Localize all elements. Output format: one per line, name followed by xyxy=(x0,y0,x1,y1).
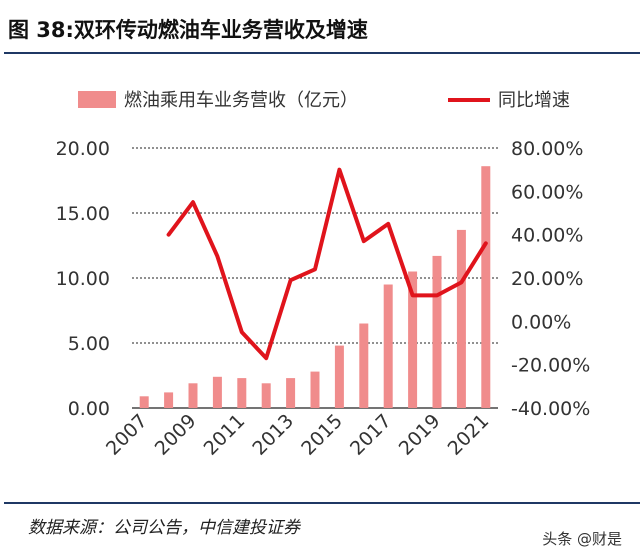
left-tick-label: 15.00 xyxy=(56,203,110,225)
bar-series xyxy=(139,166,491,408)
right-tick-label: 80.00% xyxy=(511,138,583,160)
footer-rule xyxy=(4,502,640,504)
bar-2009 xyxy=(188,383,198,408)
figure-title: 图 38:双环传动燃油车业务营收及增速 xyxy=(8,18,368,42)
bar-2020 xyxy=(456,229,466,408)
right-tick-label: 40.00% xyxy=(511,225,583,247)
right-axis-labels: -40.00% -20.00% 0.00% 20.00% 40.00% 60.00% 80.… xyxy=(511,138,590,420)
watermark: 头条 @财是 xyxy=(536,526,628,551)
x-tick-label: 2017 xyxy=(346,410,396,460)
right-tick-label: 60.00% xyxy=(511,181,583,203)
bar-2013 xyxy=(286,378,296,408)
left-tick-label: 20.00 xyxy=(56,138,110,160)
title-rule xyxy=(4,52,640,54)
left-axis-labels: 0.00 5.00 10.00 15.00 20.00 xyxy=(56,138,110,420)
x-tick-label: 2019 xyxy=(395,410,445,460)
bar-2014 xyxy=(310,371,320,408)
source-note: 数据来源：公司公告，中信建投证券 xyxy=(28,518,300,538)
legend: 燃油乘用车业务营收（亿元） 同比增速 xyxy=(78,90,570,111)
growth-line xyxy=(166,167,488,361)
bar-2008 xyxy=(164,392,174,408)
line-series xyxy=(166,167,488,361)
right-tick-label: 0.00% xyxy=(511,311,571,333)
bar-2016 xyxy=(359,323,369,408)
bar-2007 xyxy=(139,396,149,408)
x-tick-label: 2021 xyxy=(444,410,494,460)
bar-2021 xyxy=(481,166,491,408)
bar-2017 xyxy=(383,284,393,408)
bar-2015 xyxy=(334,345,344,408)
bar-2019 xyxy=(432,255,442,408)
gridlines xyxy=(132,147,498,409)
x-tick-label: 2009 xyxy=(151,410,201,460)
bar-2010 xyxy=(212,376,222,408)
chart: 燃油乘用车业务营收（亿元） 同比增速 0.00 5.00 10.00 15.00 20.… xyxy=(56,90,591,460)
x-axis-labels: 2007 2009 2011 2013 2015 2017 2019 2021 xyxy=(102,410,493,460)
left-tick-label: 0.00 xyxy=(68,398,110,420)
legend-line-label: 同比增速 xyxy=(498,90,570,111)
x-tick-label: 2015 xyxy=(297,410,347,460)
legend-bar-swatch xyxy=(78,91,116,108)
bar-2012 xyxy=(261,383,271,408)
right-tick-label: -20.00% xyxy=(511,355,590,377)
right-tick-label: 20.00% xyxy=(511,268,583,290)
left-tick-label: 10.00 xyxy=(56,268,110,290)
bar-2018 xyxy=(408,271,418,408)
legend-bar-label: 燃油乘用车业务营收（亿元） xyxy=(124,90,358,111)
left-tick-label: 5.00 xyxy=(68,333,110,355)
x-tick-label: 2013 xyxy=(248,410,298,460)
x-tick-label: 2011 xyxy=(200,410,250,460)
bar-2011 xyxy=(237,378,247,408)
right-tick-label: -40.00% xyxy=(511,398,590,420)
